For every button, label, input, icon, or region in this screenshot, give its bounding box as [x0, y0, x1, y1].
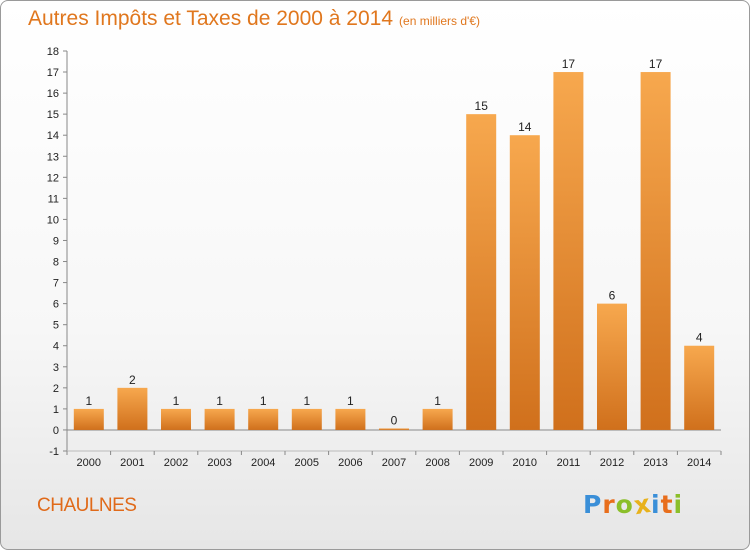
- data-label: 17: [562, 57, 576, 71]
- data-label: 1: [347, 394, 354, 408]
- y-tick-label: 14: [47, 130, 59, 142]
- data-label: 15: [475, 99, 489, 113]
- bar-2011: [553, 72, 584, 430]
- y-tick-label: -1: [49, 446, 59, 458]
- x-tick-label: 2003: [207, 457, 231, 469]
- y-tick-label: 11: [48, 193, 59, 205]
- y-tick-label: 17: [47, 67, 59, 79]
- bar-2002: [161, 408, 191, 430]
- data-label: 2: [129, 373, 136, 387]
- y-tick-label: 16: [47, 88, 59, 100]
- y-tick-label: 9: [53, 235, 59, 247]
- y-tick-label: 15: [47, 109, 59, 121]
- x-tick-label: 2014: [687, 457, 711, 469]
- data-label: 6: [609, 289, 616, 303]
- y-tick-label: 8: [53, 257, 59, 269]
- bar-2004: [248, 408, 279, 430]
- y-tick-label: 10: [47, 214, 59, 226]
- data-label: 1: [216, 394, 223, 408]
- y-tick-label: 5: [53, 320, 59, 332]
- x-tick-label: 2008: [425, 457, 449, 469]
- data-label: 14: [518, 120, 532, 134]
- x-tick-label: 2002: [164, 457, 188, 469]
- x-tick-label: 2004: [251, 457, 275, 469]
- bar-2006: [335, 408, 366, 430]
- logo-letter: i: [673, 490, 684, 519]
- data-label: 1: [303, 394, 310, 408]
- logo-letter: t: [660, 490, 674, 519]
- proxiti-logo[interactable]: Proxiti: [583, 489, 684, 521]
- y-tick-label: 4: [53, 341, 59, 353]
- bar-2007: [379, 428, 409, 430]
- data-label: 17: [649, 57, 663, 71]
- bar-2009: [466, 114, 497, 430]
- y-tick-label: 0: [53, 425, 59, 437]
- x-tick-label: 2012: [600, 457, 624, 469]
- chart-title-unit: (en milliers d'€): [399, 14, 481, 28]
- y-tick-label: 2: [53, 383, 59, 395]
- logo-letter: P: [583, 490, 603, 519]
- x-tick-label: 2005: [295, 457, 319, 469]
- x-tick-label: 2006: [338, 457, 362, 469]
- data-label: 1: [173, 394, 180, 408]
- y-tick-label: 18: [47, 46, 59, 58]
- x-tick-label: 2001: [120, 457, 144, 469]
- data-label: 1: [434, 394, 441, 408]
- data-label: 1: [260, 394, 267, 408]
- bar-2014: [684, 345, 715, 430]
- x-tick-label: 2010: [513, 457, 537, 469]
- bar-2003: [204, 408, 235, 430]
- data-label: 1: [85, 394, 92, 408]
- y-tick-label: 1: [53, 404, 59, 416]
- bar-2001: [117, 387, 148, 430]
- data-label: 4: [696, 331, 703, 345]
- bar-2013: [640, 72, 671, 430]
- bar-2005: [291, 408, 322, 430]
- y-tick-label: 12: [47, 172, 59, 184]
- y-tick-label: 6: [53, 299, 59, 311]
- chart-title: Autres Impôts et Taxes de 2000 à 2014 (en…: [28, 7, 480, 31]
- x-tick-label: 2000: [77, 457, 101, 469]
- x-tick-label: 2013: [643, 457, 667, 469]
- x-tick-label: 2011: [557, 457, 581, 469]
- chart-title-main: Autres Impôts et Taxes de 2000 à 2014: [28, 7, 394, 30]
- bar-2010: [509, 135, 540, 430]
- x-tick-label: 2007: [382, 457, 406, 469]
- y-tick-label: 7: [53, 278, 59, 290]
- bar-2012: [597, 303, 627, 430]
- logo-letter: o: [615, 490, 634, 519]
- x-tick-label: 2009: [469, 457, 493, 469]
- y-tick-label: 13: [47, 151, 59, 163]
- logo-letter: i: [651, 490, 661, 519]
- y-tick-label: 3: [53, 362, 59, 374]
- logo-letter: r: [602, 490, 616, 519]
- commune-name: CHAULNES: [37, 495, 137, 516]
- bar-2000: [73, 408, 104, 430]
- bar-2008: [422, 408, 453, 430]
- data-label: 0: [391, 413, 398, 427]
